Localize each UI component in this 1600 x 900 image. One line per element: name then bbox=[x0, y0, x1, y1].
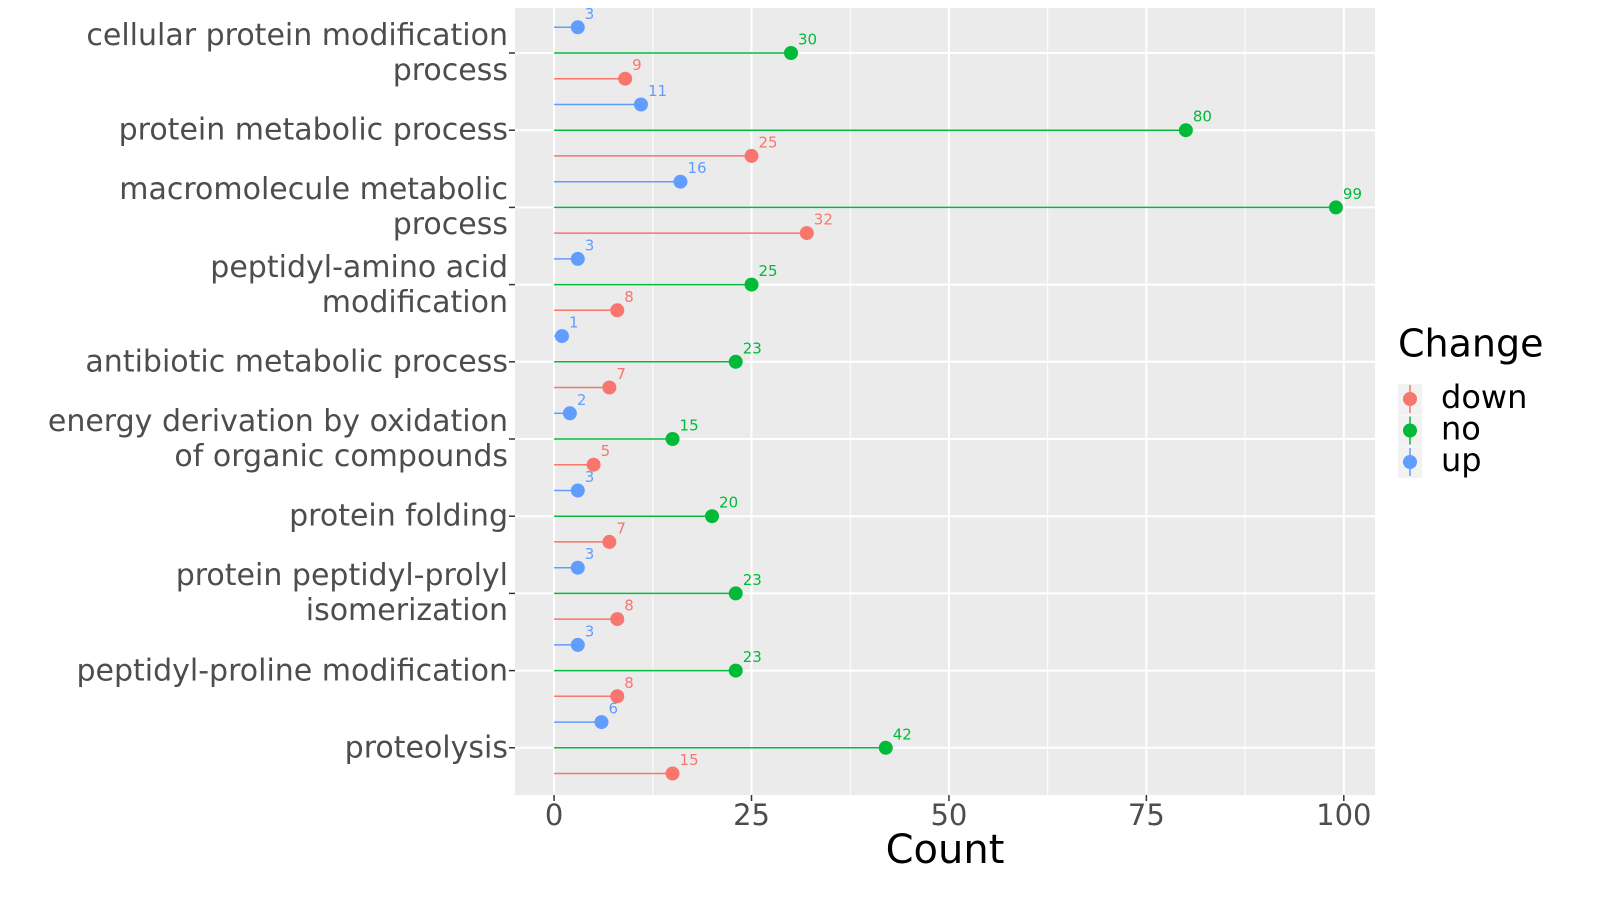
data-label: 25 bbox=[759, 133, 778, 151]
lollipop-point bbox=[570, 560, 585, 575]
data-label: 32 bbox=[814, 211, 833, 229]
data-label: 42 bbox=[893, 725, 912, 743]
x-tick-label: 75 bbox=[1128, 798, 1165, 832]
data-label: 99 bbox=[1343, 185, 1362, 203]
data-label: 2 bbox=[577, 391, 587, 409]
lollipop-point bbox=[665, 766, 680, 781]
lollipop-point bbox=[728, 586, 743, 601]
lollipop-point bbox=[665, 432, 680, 446]
y-tick-label: energy derivation by oxidation of organi… bbox=[47, 404, 508, 474]
lollipop-point bbox=[728, 663, 743, 678]
lollipop-point bbox=[570, 20, 585, 35]
legend-key-point bbox=[1403, 455, 1417, 469]
lollipop-point bbox=[799, 226, 814, 241]
data-label: 16 bbox=[687, 159, 706, 177]
lollipop-point bbox=[784, 46, 799, 60]
lollipop-point bbox=[744, 277, 759, 292]
lollipop-point bbox=[570, 251, 585, 266]
data-label: 8 bbox=[624, 674, 634, 692]
data-label: 30 bbox=[798, 31, 817, 49]
data-label: 6 bbox=[608, 700, 618, 718]
lollipop-point bbox=[633, 97, 648, 112]
data-label: 80 bbox=[1193, 108, 1212, 126]
y-tick-label: macromolecule metabolic process bbox=[119, 172, 508, 243]
data-label: 11 bbox=[648, 82, 667, 100]
lollipop-point bbox=[562, 406, 577, 421]
lollipop-point bbox=[744, 148, 759, 163]
data-label: 3 bbox=[585, 236, 595, 254]
lollipop-point bbox=[610, 303, 625, 318]
data-label: 23 bbox=[743, 339, 762, 357]
x-tick-label: 100 bbox=[1316, 798, 1371, 832]
legend-label: down bbox=[1441, 378, 1527, 416]
y-tick-label: proteolysis bbox=[344, 730, 508, 766]
legend-label: no bbox=[1441, 410, 1481, 448]
data-label: 8 bbox=[624, 288, 634, 306]
data-label: 23 bbox=[743, 648, 762, 666]
data-label: 5 bbox=[601, 442, 611, 460]
y-tick-label: protein folding bbox=[289, 498, 508, 534]
y-tick-label: protein metabolic process bbox=[118, 112, 508, 148]
lollipop-point bbox=[1178, 123, 1193, 138]
data-label: 3 bbox=[585, 622, 595, 640]
data-label: 7 bbox=[616, 519, 626, 537]
y-tick-label: peptidyl-amino acid modification bbox=[210, 249, 508, 320]
data-label: 3 bbox=[585, 545, 595, 563]
x-axis-title: Count bbox=[886, 827, 1005, 873]
y-tick-label: protein peptidyl-prolyl isomerization bbox=[175, 558, 508, 629]
lollipop-point bbox=[602, 380, 617, 395]
data-label: 20 bbox=[719, 494, 738, 512]
lollipop-point bbox=[1328, 200, 1343, 215]
data-label: 3 bbox=[585, 5, 595, 23]
lollipop-point bbox=[570, 483, 585, 498]
lollipop-point bbox=[878, 740, 893, 755]
data-label: 3 bbox=[585, 468, 595, 486]
data-label: 25 bbox=[759, 262, 778, 280]
legend-title: Change bbox=[1398, 322, 1544, 366]
y-tick-label: peptidyl-proline modification bbox=[76, 653, 508, 689]
data-label: 23 bbox=[743, 571, 762, 589]
data-label: 8 bbox=[624, 597, 634, 615]
lollipop-point bbox=[586, 457, 601, 472]
y-tick-label: antibiotic metabolic process bbox=[85, 344, 508, 380]
legend-key-point bbox=[1403, 392, 1417, 406]
lollipop-point bbox=[610, 612, 625, 627]
lollipop-point bbox=[673, 174, 688, 189]
lollipop-point bbox=[570, 637, 585, 652]
data-label: 7 bbox=[616, 365, 626, 383]
lollipop-point bbox=[728, 354, 743, 369]
y-tick-label: cellular protein modification process bbox=[86, 18, 508, 88]
data-label: 15 bbox=[680, 751, 699, 769]
data-label: 9 bbox=[632, 56, 642, 74]
data-label: 15 bbox=[680, 417, 699, 435]
lollipop-point bbox=[618, 71, 633, 86]
lollipop-point bbox=[705, 509, 720, 524]
legend-key-point bbox=[1403, 423, 1417, 438]
legend-label: up bbox=[1441, 441, 1482, 479]
lollipop-point bbox=[594, 715, 609, 730]
x-tick-label: 50 bbox=[930, 798, 967, 832]
lollipop-point bbox=[602, 534, 617, 549]
lollipop-point bbox=[554, 329, 569, 344]
x-tick-label: 25 bbox=[733, 798, 770, 832]
plot-panel bbox=[515, 8, 1375, 795]
lollipop-point bbox=[610, 689, 625, 704]
data-label: 1 bbox=[569, 314, 579, 332]
x-tick-label: 0 bbox=[545, 798, 563, 832]
